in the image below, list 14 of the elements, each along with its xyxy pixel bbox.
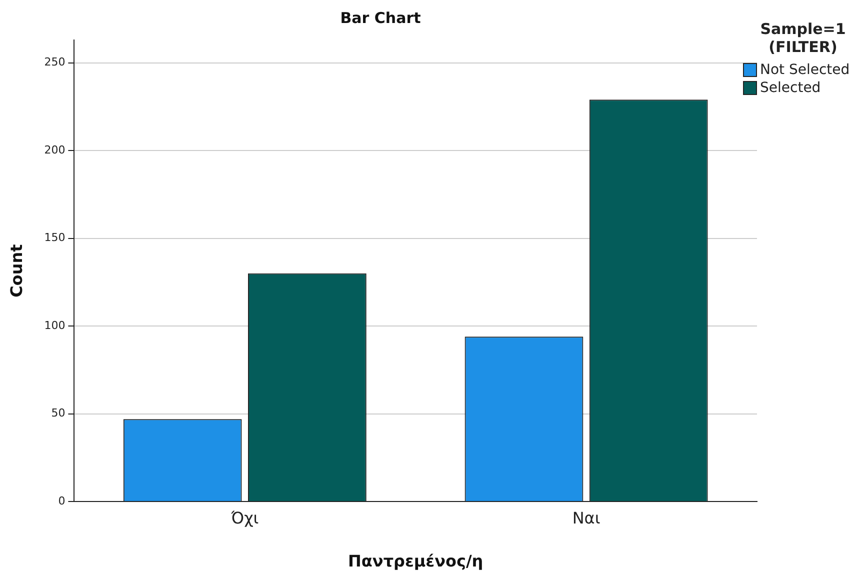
- x-tick-label: Όχι: [230, 508, 259, 528]
- y-tick-label: 150: [44, 231, 66, 244]
- legend-label: Selected: [760, 80, 821, 96]
- legend-title: Sample=1 (FILTER): [759, 20, 847, 56]
- y-tick-label: 50: [51, 406, 66, 420]
- x-axis-title: Παντρεμένος/η: [348, 552, 484, 571]
- y-axis-title: Count: [6, 244, 26, 298]
- chart-title: Bar Chart: [340, 8, 421, 27]
- x-tick-label: Ναι: [572, 508, 600, 528]
- legend-label: Not Selected: [760, 62, 850, 78]
- y-tick-label: 0: [58, 494, 66, 508]
- y-tick-label: 200: [44, 143, 66, 156]
- y-tick-label: 250: [44, 56, 66, 69]
- y-tick-label: 100: [44, 318, 66, 332]
